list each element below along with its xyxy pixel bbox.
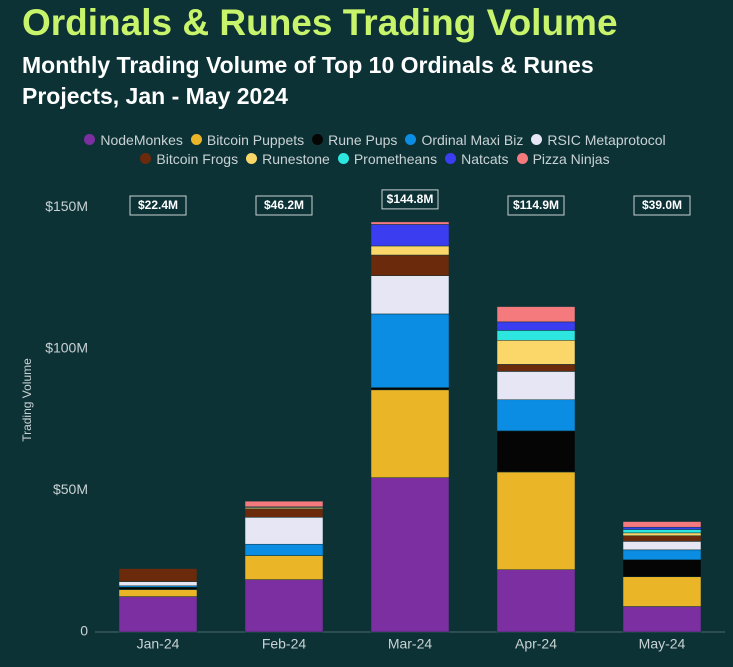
bar-segment: [622, 532, 702, 536]
y-tick-label: $50M: [53, 481, 88, 497]
y-axis-label: Trading Volume: [20, 358, 34, 442]
total-label: $114.9M: [513, 198, 559, 212]
total-label-box: [633, 195, 691, 216]
legend-swatch: [337, 153, 349, 164]
legend-label: NodeMonkes: [100, 131, 183, 148]
bar-segment: [496, 569, 576, 633]
legend-swatch: [405, 134, 417, 145]
x-tick-label: Jan-24: [137, 636, 180, 652]
bar-segment: [496, 364, 576, 372]
legend-swatch: [190, 134, 202, 145]
total-label: $144.8M: [387, 192, 434, 206]
legend-item: RSIC Metaprotocol: [531, 130, 666, 149]
legend-label: Prometheans: [353, 150, 438, 167]
legend-label: RSIC Metaprotocol: [547, 131, 666, 148]
bar-segment: [244, 543, 324, 556]
legend-item: Runestone: [246, 149, 330, 168]
bar-segment: [496, 340, 576, 365]
y-tick-label: $100M: [45, 339, 88, 355]
legend-item: Bitcoin Puppets: [190, 130, 305, 149]
total-label-box: [507, 195, 565, 216]
chart-subtitle: Monthly Trading Volume of Top 10 Ordinal…: [22, 52, 594, 109]
bar-segment: [370, 477, 450, 633]
legend-item: Rune Pups: [312, 130, 397, 149]
bar-segment: [622, 535, 702, 542]
legend-swatch: [531, 134, 543, 145]
bar-segment: [370, 387, 450, 391]
bar-segment: [370, 221, 450, 225]
bar-segment: [244, 500, 324, 508]
bar-segment: [622, 576, 702, 607]
legend-label: Bitcoin Puppets: [206, 131, 305, 148]
total-label: $22.4M: [138, 198, 178, 212]
legend-label: Runestone: [262, 150, 330, 167]
x-tick-label: Feb-24: [262, 636, 307, 652]
legend-row: Bitcoin Frogs Runestone Prometheans Natcats…: [40, 149, 710, 168]
total-label: $46.2M: [264, 198, 304, 212]
legend-swatch: [84, 134, 96, 145]
bar-segment: [244, 508, 324, 518]
chart-title: Ordinals & Runes Trading Volume: [22, 2, 618, 43]
y-tick-label: $150M: [45, 198, 88, 214]
y-tick-label: 0: [80, 623, 88, 639]
bar-segment: [370, 245, 450, 256]
bar-segment: [622, 606, 702, 633]
bar-segment: [622, 541, 702, 551]
bar-segment: [244, 555, 324, 580]
legend-label: Natcats: [461, 150, 509, 167]
bar-segment: [622, 521, 702, 528]
bar-segment: [496, 371, 576, 401]
x-tick-label: Apr-24: [515, 636, 557, 652]
bar-segment: [244, 579, 324, 633]
total-label: $39.0M: [642, 198, 682, 212]
bar-segment: [622, 549, 702, 561]
x-tick-label: Mar-24: [388, 636, 433, 652]
bar-segment: [244, 517, 324, 545]
bar-segment: [622, 526, 702, 530]
legend-item: Ordinal Maxi Biz: [405, 130, 523, 149]
bar-segment: [118, 596, 198, 633]
bar-segment: [496, 471, 576, 570]
legend-swatch: [246, 153, 258, 164]
bar-segment: [496, 321, 576, 331]
legend-label: Ordinal Maxi Biz: [421, 131, 524, 148]
legend-swatch: [516, 153, 528, 164]
bar-segment: [370, 224, 450, 247]
bar-segment: [496, 430, 576, 473]
legend-label: Pizza Ninjas: [532, 150, 610, 167]
bar-segment: [118, 568, 198, 582]
bar-segment: [118, 589, 198, 597]
total-label-box: [129, 195, 187, 216]
bar-segment: [496, 330, 576, 341]
legend-item: Natcats: [445, 149, 509, 168]
bar-segment: [622, 529, 702, 534]
legend: NodeMonkes Bitcoin Puppets Rune Pups Ordina…: [40, 130, 710, 168]
total-label-box: [255, 195, 313, 216]
bar-segment: [118, 581, 198, 587]
bar-segment: [496, 306, 576, 323]
legend-item: Prometheans: [337, 149, 438, 168]
legend-item: Pizza Ninjas: [516, 149, 610, 168]
bar-segment: [370, 254, 450, 276]
bar-segment: [496, 399, 576, 432]
legend-item: Bitcoin Frogs: [140, 149, 238, 168]
bar-segment: [622, 559, 702, 578]
legend-label: Bitcoin Frogs: [156, 150, 239, 167]
x-tick-label: May-24: [639, 636, 686, 652]
legend-row: NodeMonkes Bitcoin Puppets Rune Pups Ordina…: [40, 130, 710, 149]
legend-swatch: [140, 153, 152, 164]
legend-swatch: [312, 134, 324, 145]
legend-item: NodeMonkes: [84, 130, 183, 149]
bar-segment: [370, 389, 450, 478]
legend-label: Rune Pups: [328, 131, 398, 148]
bar-segment: [118, 587, 198, 590]
total-label-box: [381, 189, 439, 210]
legend-swatch: [445, 153, 457, 164]
bar-segment: [370, 313, 450, 388]
bar-segment: [370, 275, 450, 315]
